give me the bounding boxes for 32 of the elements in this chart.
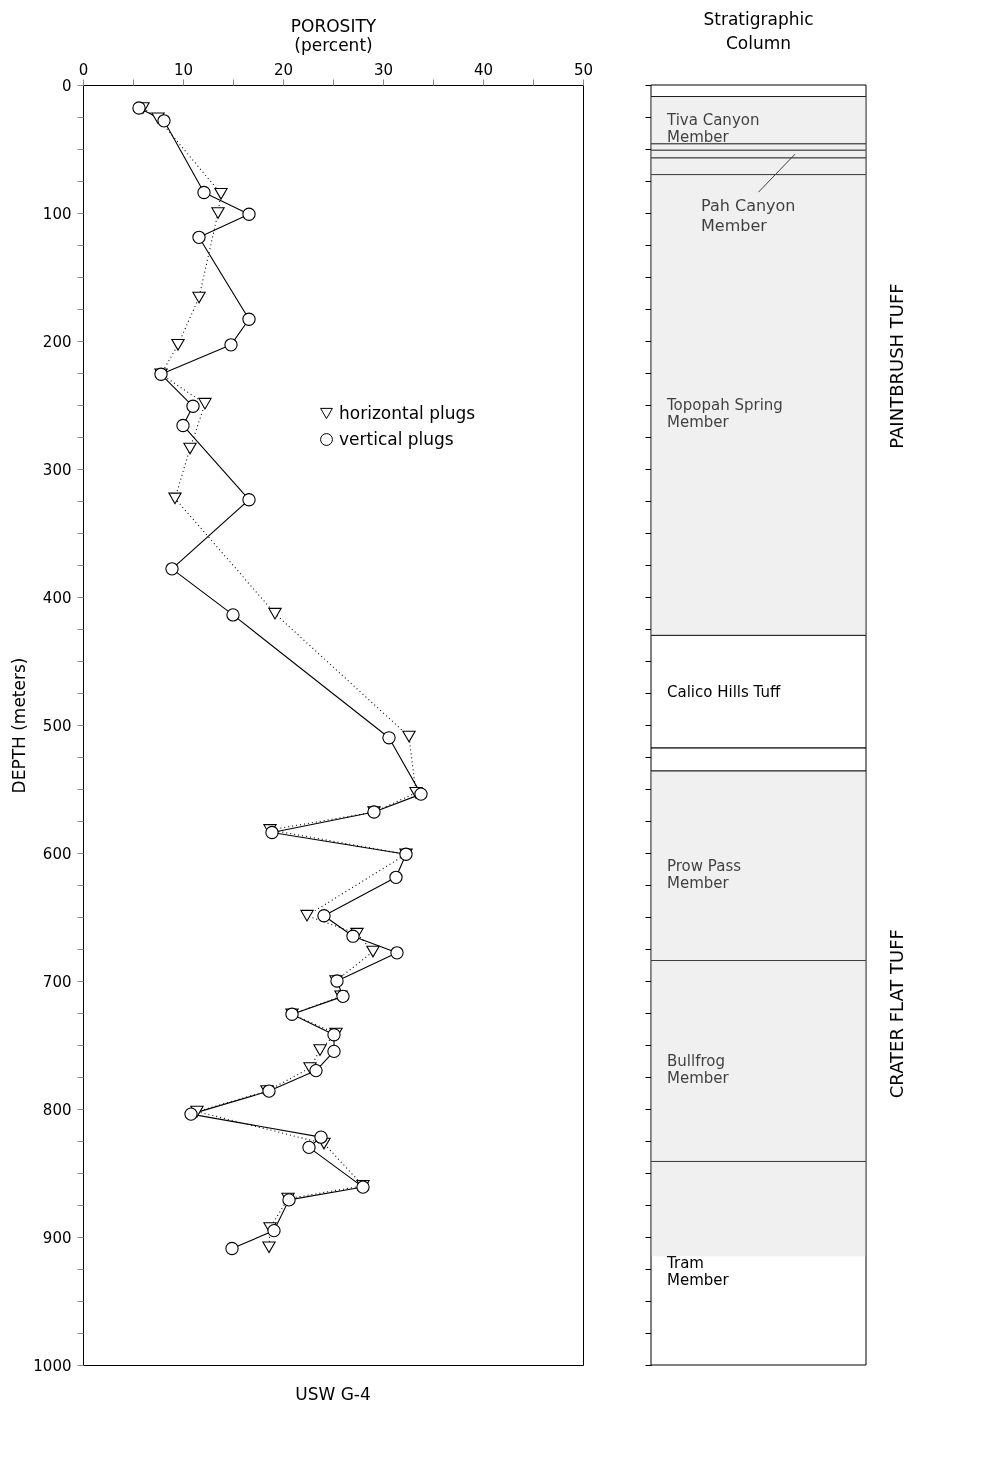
y-tick-label: 200 (42, 332, 72, 351)
y-axis-title: DEPTH (meters) (9, 657, 30, 794)
band-label: PAINTBRUSH TUFF (886, 283, 907, 449)
legend-label: vertical plugs (339, 428, 454, 449)
y-tick-label: 300 (42, 460, 72, 479)
x-axis-title: POROSITY (percent) (290, 15, 377, 55)
y-tick-label: 400 (42, 588, 72, 607)
chart-title: Stratigraphic Column (703, 8, 814, 53)
x-tick-label: 0 (78, 60, 89, 79)
y-tick-label: 700 (42, 972, 72, 991)
y-tick-label: 0 (61, 76, 72, 95)
series-label: Topopah Spring Member (666, 396, 783, 431)
x-tick-label: 10 (173, 60, 194, 79)
y-tick-label: 600 (42, 844, 72, 863)
x-tick-label: 20 (273, 60, 294, 79)
band-label: CRATER FLAT TUFF (886, 929, 907, 1099)
y-tick-label: 800 (42, 1100, 72, 1119)
legend-label: Pah Canyon Member (701, 196, 796, 236)
series-label: Calico Hills Tuff (667, 682, 781, 701)
y-tick-label: 100 (42, 204, 72, 223)
x-tick-label: 50 (573, 60, 594, 79)
x-tick-label: 40 (473, 60, 494, 79)
series-label: Tiva Canyon Member (666, 111, 760, 147)
series-label: Prow Pass Member (667, 856, 742, 892)
y-tick-label: 1000 (33, 1356, 72, 1375)
legend-label: horizontal plugs (339, 402, 476, 423)
series-label: Tram Member (666, 1254, 730, 1290)
y-tick-label: 900 (42, 1228, 72, 1247)
series-label: Bullfrog Member (667, 1052, 730, 1087)
x-tick-label: 30 (373, 60, 394, 79)
y-tick-label: 500 (42, 716, 72, 735)
text: USW G-4 (295, 1384, 371, 1404)
